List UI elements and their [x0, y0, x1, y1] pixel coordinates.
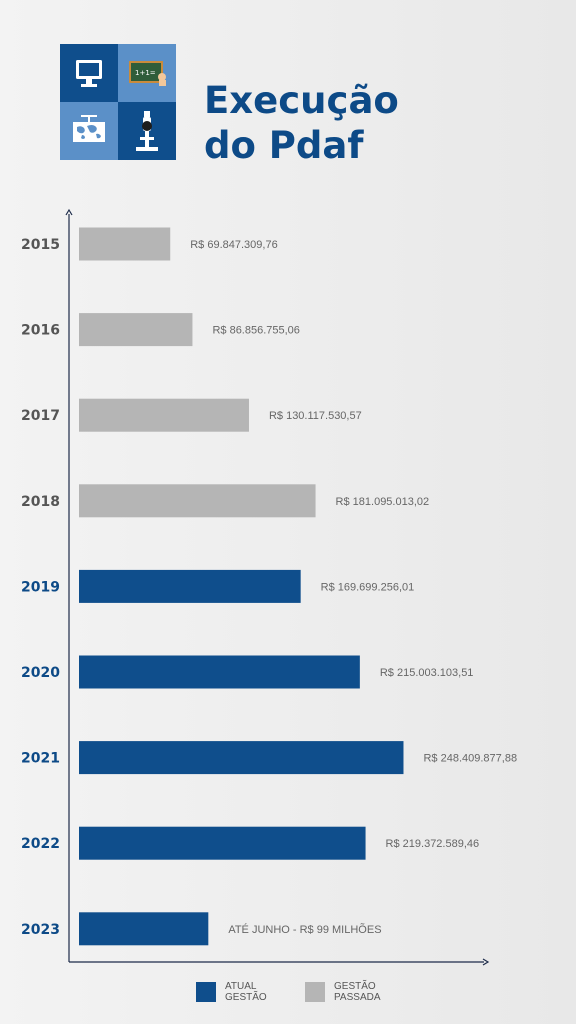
legend-label-current-line2: GESTÃO [225, 992, 267, 1003]
year-label-2022: 2022 [21, 836, 60, 852]
bar-2019 [79, 569, 301, 603]
legend-swatch-past [305, 982, 325, 1002]
legend-item-past: GESTÃO PASSADA [305, 981, 394, 1003]
page-title-line1: Execução [204, 79, 399, 122]
logo: 1+1= [60, 44, 176, 160]
value-label-2017: R$ 130.117.530,57 [269, 410, 362, 422]
value-label-2019: R$ 169.699.256,01 [321, 581, 415, 593]
value-label-2020: R$ 215.003.103,51 [380, 667, 474, 679]
bar-2017 [79, 398, 249, 432]
bar-2018 [79, 484, 316, 518]
chalkboard-icon: 1+1= [129, 61, 166, 86]
year-label-2021: 2021 [21, 751, 60, 767]
legend-label-past-line1: GESTÃO [334, 981, 376, 992]
page-title-line2: do Pdaf [204, 124, 364, 167]
legend-item-current: ATUAL GESTÃO [196, 981, 285, 1003]
year-label-2018: 2018 [21, 494, 60, 510]
logo-tile-microscope [118, 102, 176, 160]
bar-2021 [79, 741, 404, 775]
year-label-2019: 2019 [21, 579, 60, 595]
y-axis-arrow [65, 208, 73, 216]
legend-label-past-line2: PASSADA [334, 992, 381, 1003]
x-axis-arrow [482, 958, 490, 966]
bar-2020 [79, 655, 360, 689]
value-label-2021: R$ 248.409.877,88 [423, 753, 517, 765]
world-map-icon [73, 115, 105, 142]
year-label-2023: 2023 [21, 922, 60, 938]
logo-tile-monitor [60, 44, 118, 102]
bar-2016 [79, 313, 193, 347]
year-label-2017: 2017 [21, 408, 60, 424]
value-label-2022: R$ 219.372.589,46 [386, 838, 480, 850]
page-title: Execução do Pdaf [204, 78, 399, 168]
svg-text:1+1=: 1+1= [135, 69, 156, 77]
bar-2022 [79, 826, 366, 860]
legend-label-current-line1: ATUAL [225, 981, 257, 992]
logo-tile-chalkboard: 1+1= [118, 44, 176, 102]
logo-tile-map [60, 102, 118, 160]
bar-2015 [79, 227, 171, 261]
year-label-2016: 2016 [21, 323, 60, 339]
value-label-2015: R$ 69.847.309,76 [190, 239, 277, 251]
legend-swatch-current [196, 982, 216, 1002]
monitor-icon [76, 60, 102, 87]
legend-label-current: ATUAL GESTÃO [225, 981, 285, 1003]
bar-chart: 2015 R$ 69.847.309,76 2016 R$ 86.856.755,06… [21, 208, 517, 966]
year-label-2020: 2020 [21, 665, 60, 681]
bar-2023 [79, 912, 209, 946]
value-label-2023: ATÉ JUNHO - R$ 99 MILHÕES [228, 923, 381, 936]
value-label-2016: R$ 86.856.755,06 [212, 325, 299, 337]
value-label-2018: R$ 181.095.013,02 [336, 496, 430, 508]
legend-label-past: GESTÃO PASSADA [334, 981, 394, 1003]
microscope-icon [136, 111, 158, 151]
year-label-2015: 2015 [21, 237, 60, 253]
